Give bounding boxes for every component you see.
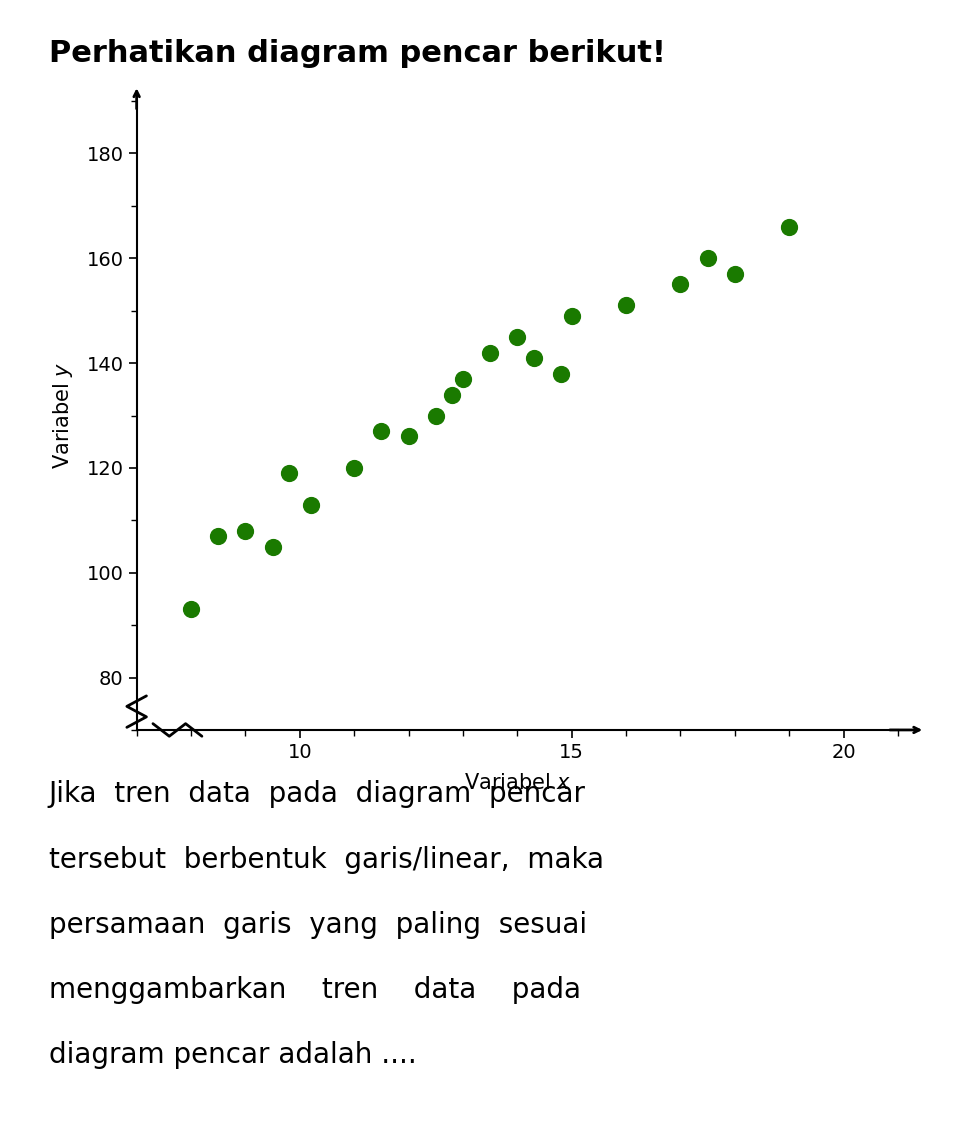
Point: [264, 538, 280, 556]
Text: menggambarkan    tren    data    pada: menggambarkan tren data pada: [49, 976, 581, 1004]
Point: [237, 522, 253, 540]
Point: [455, 369, 470, 387]
X-axis label: Variabel $x$: Variabel $x$: [464, 774, 571, 793]
Point: [482, 344, 498, 362]
Point: [444, 385, 460, 403]
Point: [727, 265, 743, 283]
Point: [782, 218, 797, 236]
Point: [526, 349, 542, 367]
Point: [618, 296, 633, 314]
Point: [427, 407, 443, 424]
Point: [700, 249, 715, 267]
Text: Perhatikan diagram pencar berikut!: Perhatikan diagram pencar berikut!: [49, 39, 666, 69]
Point: [211, 527, 226, 545]
Point: [346, 459, 362, 477]
Point: [672, 275, 688, 293]
Point: [509, 328, 525, 346]
Text: persamaan  garis  yang  paling  sesuai: persamaan garis yang paling sesuai: [49, 911, 587, 939]
Text: diagram pencar adalah ....: diagram pencar adalah ....: [49, 1041, 417, 1069]
Point: [374, 422, 389, 440]
Point: [564, 307, 580, 325]
Point: [303, 495, 318, 513]
Point: [183, 601, 199, 619]
Y-axis label: Variabel $y$: Variabel $y$: [52, 362, 75, 469]
Text: tersebut  berbentuk  garis/linear,  maka: tersebut berbentuk garis/linear, maka: [49, 846, 604, 874]
Point: [281, 464, 297, 482]
Point: [553, 365, 569, 383]
Text: Jika  tren  data  pada  diagram  pencar: Jika tren data pada diagram pencar: [49, 780, 586, 809]
Point: [401, 428, 417, 446]
